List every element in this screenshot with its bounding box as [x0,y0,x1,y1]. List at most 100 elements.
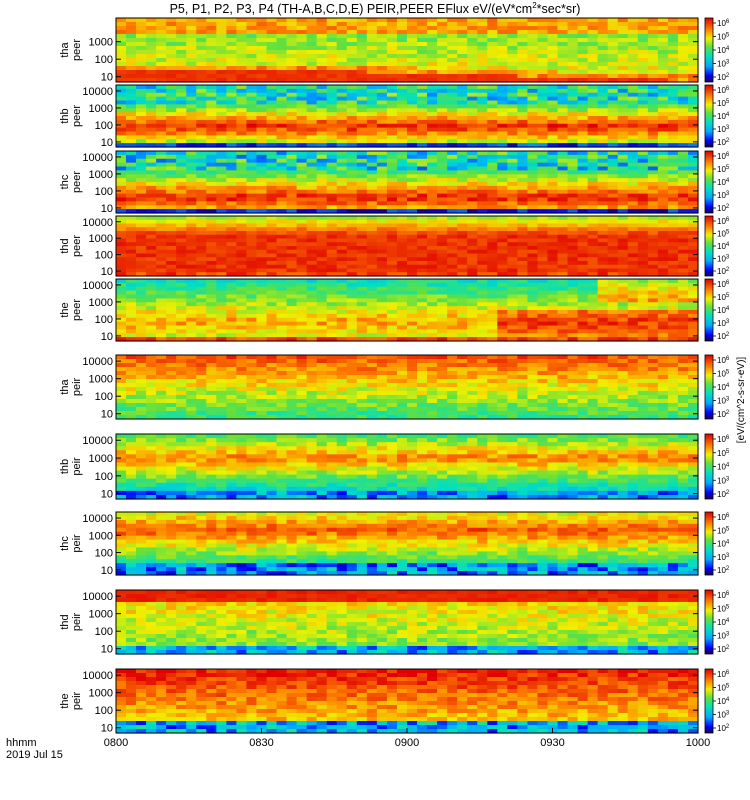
heatmap-cell [447,119,458,125]
heatmap-cell [186,264,197,270]
heatmap-cell [557,34,569,39]
heatmap-cell [146,116,157,121]
heatmap-cell [467,30,478,35]
heatmap-cell [186,407,197,412]
heatmap-cell [617,197,629,202]
heatmap-cell [557,205,569,210]
heatmap-cell [497,264,508,270]
heatmap-cell [266,42,278,47]
heatmap-cell [527,253,539,258]
heatmap-cell [667,78,679,83]
heatmap-cell [316,279,328,284]
heatmap-cell [597,42,609,47]
heatmap-cell [326,38,338,43]
heatmap-cell [587,290,599,296]
heatmap-cell [216,154,227,160]
heatmap-cell [477,282,488,288]
heatmap-cell [507,253,518,258]
heatmap-cell [336,178,348,183]
heatmap-cell [266,46,278,51]
heatmap-cell [657,321,669,327]
heatmap-cell [647,170,659,175]
heatmap-cell [366,166,378,171]
heatmap-cell [176,18,187,23]
heatmap-cell [587,185,599,191]
heatmap-cell [567,62,579,67]
heatmap-cell [507,135,518,140]
heatmap-cell [396,96,408,102]
heatmap-cell [427,131,438,136]
heatmap-cell [256,286,268,292]
heatmap-cell [467,135,478,140]
heatmap-cell [527,219,539,225]
heatmap-cell [286,34,298,39]
heatmap-cell [176,272,187,277]
heatmap-cell [306,193,318,199]
heatmap-cell [607,298,619,303]
heatmap-cell [156,246,167,251]
heatmap-cell [637,100,649,105]
heatmap-cell [667,333,679,338]
heatmap-cell [376,178,388,183]
heatmap-cell [477,22,488,27]
heatmap-cell [146,371,157,376]
heatmap-cell [607,104,619,109]
heatmap-cell [246,313,258,319]
heatmap-cell [156,104,167,109]
heatmap-cell [176,78,187,83]
heatmap-cell [427,46,438,51]
heatmap-cell [366,50,378,55]
heatmap-cell [356,34,368,39]
heatmap-cell [647,88,659,94]
heatmap-cell [146,96,157,102]
heatmap-cell [507,242,518,247]
heatmap-cell [597,174,609,179]
heatmap-cell [467,242,478,247]
heatmap-cell [386,290,398,296]
heatmap-cell [306,135,318,140]
heatmap-cell [507,337,518,342]
heatmap-cell [637,22,649,27]
heatmap-cell [266,268,278,273]
heatmap-cell [557,313,569,319]
heatmap-cell [376,116,388,121]
heatmap-cell [396,313,408,319]
heatmap-cell [156,18,167,23]
heatmap-cell [457,174,468,179]
heatmap-cell [236,42,248,47]
heatmap-cell [617,317,629,323]
heatmap-cell [216,143,227,148]
heatmap-cell [677,18,689,23]
heatmap-cell [597,151,609,156]
heatmap-cell [186,302,197,307]
heatmap-cell [186,88,197,94]
heatmap-cell [136,42,147,47]
heatmap-cell [567,166,579,171]
heatmap-cell [647,310,659,315]
heatmap-cell [567,333,579,338]
heatmap-cell [477,238,488,243]
heatmap-cell [427,313,438,319]
heatmap-cell [467,321,478,327]
heatmap-cell [647,253,659,258]
heatmap-cell [366,70,378,75]
heatmap-cell [306,139,318,144]
heatmap-cell [547,205,559,210]
heatmap-cell [567,123,579,129]
heatmap-cell [527,246,539,251]
heatmap-cell [386,74,398,79]
heatmap-cell [296,88,308,94]
heatmap-cell [396,197,408,202]
heatmap-cell [477,119,488,125]
heatmap-cell [276,170,288,175]
heatmap-cell [587,143,599,148]
heatmap-cell [427,30,438,35]
heatmap-cell [567,96,579,102]
heatmap-cell [607,30,619,35]
heatmap-cell [246,131,258,136]
heatmap-cell [226,415,238,420]
heatmap-cell [527,26,539,31]
heatmap-cell [386,317,398,323]
heatmap-cell [116,185,127,191]
heatmap-cell [597,158,609,164]
